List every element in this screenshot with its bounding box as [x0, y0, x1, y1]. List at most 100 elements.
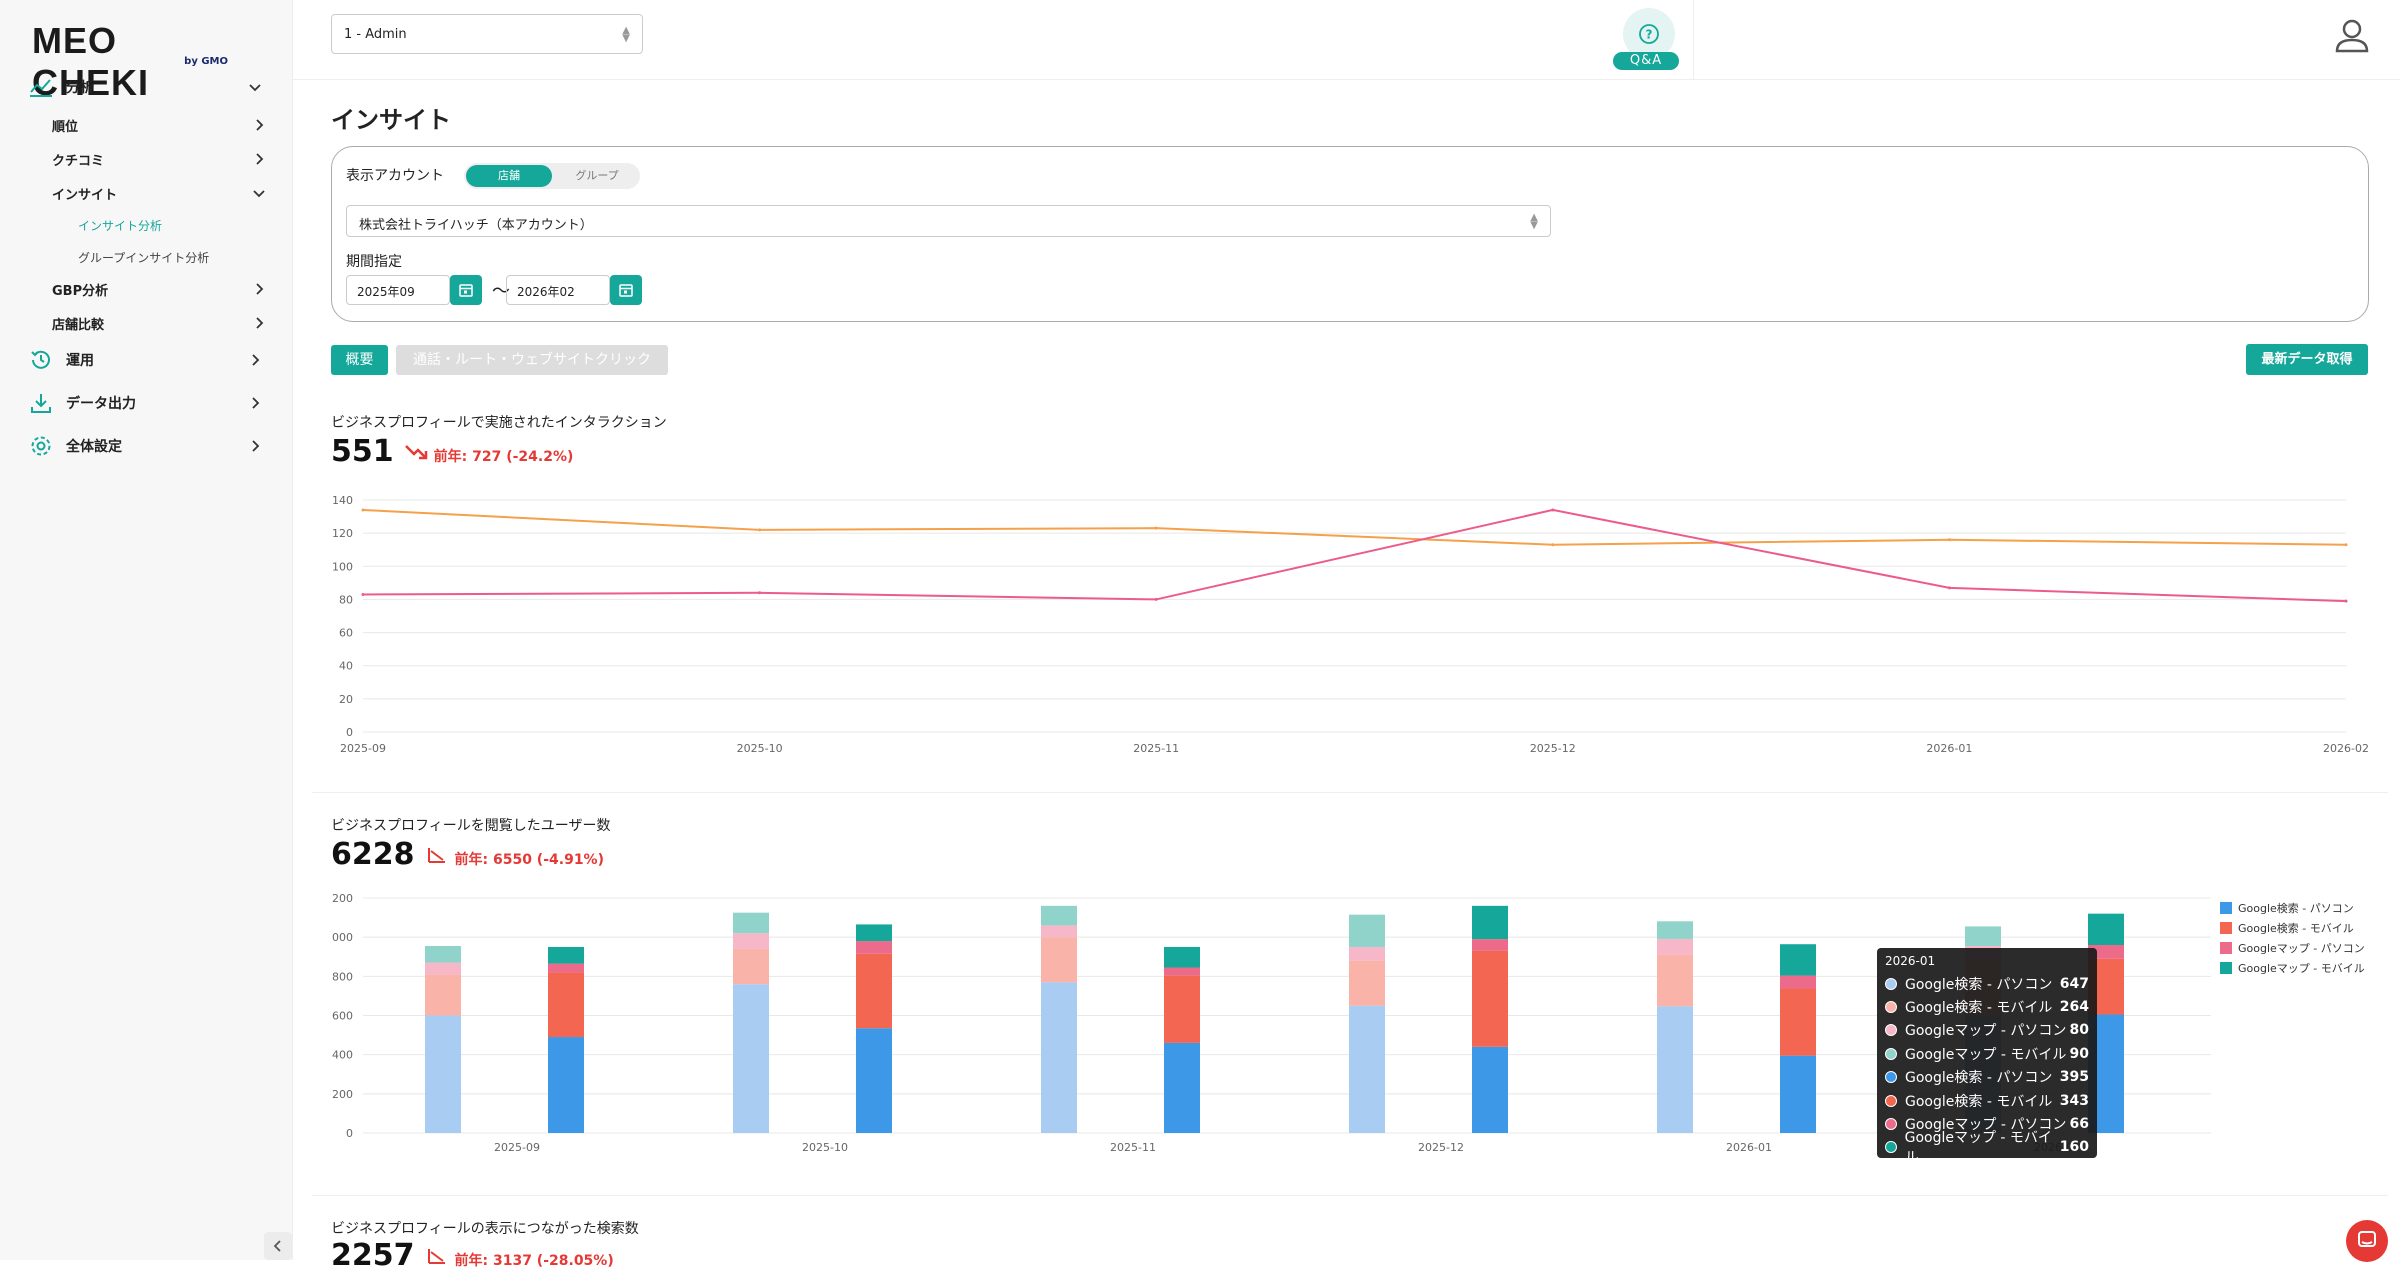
bar-prev-segment	[1041, 925, 1077, 938]
download-icon	[28, 390, 54, 416]
legend-swatch	[2220, 902, 2232, 914]
tooltip-row: Googleマップ - モバイル 160	[1885, 1130, 2089, 1166]
bar-current-segment	[2088, 945, 2124, 959]
tooltip-value: 160	[2059, 1139, 2089, 1156]
qa-button[interactable]: ? Q&A	[1613, 8, 1679, 74]
y-tick-label: 40	[339, 660, 353, 673]
bar-current-segment	[1472, 905, 1508, 940]
tooltip-dot	[1885, 1024, 1897, 1037]
bar-current-segment	[548, 1037, 584, 1133]
fetch-latest-button[interactable]: 最新データ取得	[2246, 344, 2368, 375]
x-tick-label: 2025-11	[1133, 742, 1179, 755]
bar-current-segment	[1780, 988, 1816, 1056]
legend-item[interactable]: Google検索 - パソコン	[2220, 898, 2390, 918]
viewers-metric: 6228 前年: 6550 (-4.91%)	[331, 837, 604, 872]
logo-by: by GMO	[184, 56, 228, 67]
admin-select[interactable]: 1 - Admin ▲ ▼	[331, 14, 643, 54]
bar-current-segment	[856, 953, 892, 1029]
nav-group-insight[interactable]: グループインサイト分析	[78, 251, 210, 265]
chevron-right-icon	[256, 119, 264, 131]
section-divider	[312, 792, 2388, 793]
tooltip-value: 90	[2069, 1045, 2089, 1062]
trend-down-icon	[404, 444, 427, 459]
bar-current-segment	[1780, 944, 1816, 976]
nav-analysis-label: 分析	[66, 80, 94, 96]
history-icon	[28, 347, 54, 373]
bar-prev-segment	[1657, 1006, 1693, 1133]
nav-review-label: クチコミ	[52, 153, 105, 169]
series-point	[1154, 597, 1158, 601]
chart-tooltip: 2026-01 Google検索 - パソコン 647 Google検索 - モバイ…	[1877, 948, 2097, 1166]
account-select[interactable]: 株式会社トライハッチ（本アカウント） ▲ ▼	[346, 205, 1551, 237]
x-tick-label: 2026-01	[1726, 1141, 1772, 1154]
date-to-input[interactable]: 2026年02	[506, 275, 610, 305]
nav-rank[interactable]: 順位	[52, 110, 268, 140]
filter-panel: 表示アカウント 店舗 グループ 株式会社トライハッチ（本アカウント） ▲ ▼ 期間…	[331, 146, 2369, 322]
y-tick-label: 400	[332, 1049, 353, 1062]
bar-prev-segment	[425, 1015, 461, 1133]
nav-settings[interactable]: 全体設定	[28, 429, 268, 463]
bar-prev-segment	[733, 933, 769, 949]
nav-insight-analysis[interactable]: インサイト分析	[78, 219, 163, 233]
period-label: 期間指定	[346, 254, 402, 270]
tooltip-row: Googleマップ - パソコン 66	[1885, 1112, 2089, 1135]
legend-item[interactable]: Google検索 - モバイル	[2220, 918, 2390, 938]
bar-current-segment	[1164, 1042, 1200, 1133]
series-point	[1551, 543, 1555, 547]
series-point	[758, 591, 762, 595]
x-tick-label: 2025-11	[1110, 1141, 1156, 1154]
y-tick-label: 80	[339, 593, 353, 606]
date-from-input[interactable]: 2025年09	[346, 275, 450, 305]
trend-down-icon	[427, 847, 445, 863]
y-tick-label: 140	[332, 494, 353, 507]
tooltip-label: Google検索 - モバイル	[1905, 1093, 2053, 1110]
series-point	[758, 528, 762, 532]
bar-prev-segment	[1657, 954, 1693, 1007]
x-tick-label: 2025-12	[1530, 742, 1576, 755]
calendar-icon	[619, 284, 633, 297]
tilde: 〜	[492, 281, 510, 302]
y-tick-label: 100	[332, 560, 353, 573]
tab-calls[interactable]: 通話・ルート・ウェブサイトクリック	[396, 345, 668, 375]
nav-analysis[interactable]: 分析	[28, 70, 268, 104]
tooltip-label: Googleマップ - モバイル	[1905, 1046, 2067, 1063]
logo[interactable]: MEO CHEKI by GMO	[32, 20, 232, 103]
bar-prev-segment	[1349, 1005, 1385, 1133]
legend-item[interactable]: Googleマップ - モバイル	[2220, 958, 2390, 978]
seg-store[interactable]: 店舗	[466, 165, 552, 187]
series-point	[2344, 599, 2348, 603]
bar-current-segment	[1472, 939, 1508, 951]
y-tick-label: 600	[332, 1010, 353, 1023]
x-tick-label: 2025-09	[494, 1141, 540, 1154]
x-tick-label: 2026-01	[1926, 742, 1972, 755]
nav-gbp[interactable]: GBP分析	[52, 274, 268, 304]
chat-button[interactable]	[2346, 1220, 2388, 1262]
nav-operation[interactable]: 運用	[28, 343, 268, 377]
account-type-toggle[interactable]: 店舗 グループ	[464, 163, 640, 189]
seg-group[interactable]: グループ	[575, 169, 619, 182]
sidebar-collapse-button[interactable]	[264, 1232, 292, 1260]
chevron-right-icon	[252, 440, 260, 452]
nav-insight[interactable]: インサイト	[52, 178, 268, 208]
legend-item[interactable]: Googleマップ - パソコン	[2220, 938, 2390, 958]
tooltip-title: 2026-01	[1885, 954, 1936, 968]
bar-prev-segment	[1657, 938, 1693, 955]
section-divider	[312, 1195, 2388, 1196]
tooltip-value: 343	[2059, 1092, 2089, 1109]
tooltip-label: Google検索 - モバイル	[1905, 1000, 2053, 1017]
bar-prev-segment	[1965, 926, 2001, 946]
user-icon[interactable]	[2332, 16, 2372, 56]
nav-review[interactable]: クチコミ	[52, 144, 268, 174]
calendar-from-button[interactable]	[450, 275, 482, 305]
tooltip-label: Googleマップ - パソコン	[1905, 1023, 2067, 1040]
tooltip-label: Google検索 - パソコン	[1905, 976, 2053, 993]
tab-overview[interactable]: 概要	[331, 345, 388, 375]
trend-down-icon	[427, 1248, 445, 1264]
calendar-icon	[459, 284, 473, 297]
calendar-to-button[interactable]	[610, 275, 642, 305]
nav-export[interactable]: データ出力	[28, 386, 268, 420]
chevron-down-icon	[253, 190, 265, 198]
admin-select-value: 1 - Admin	[344, 27, 407, 42]
nav-compare[interactable]: 店舗比較	[52, 308, 268, 338]
bar-prev-segment	[425, 962, 461, 975]
